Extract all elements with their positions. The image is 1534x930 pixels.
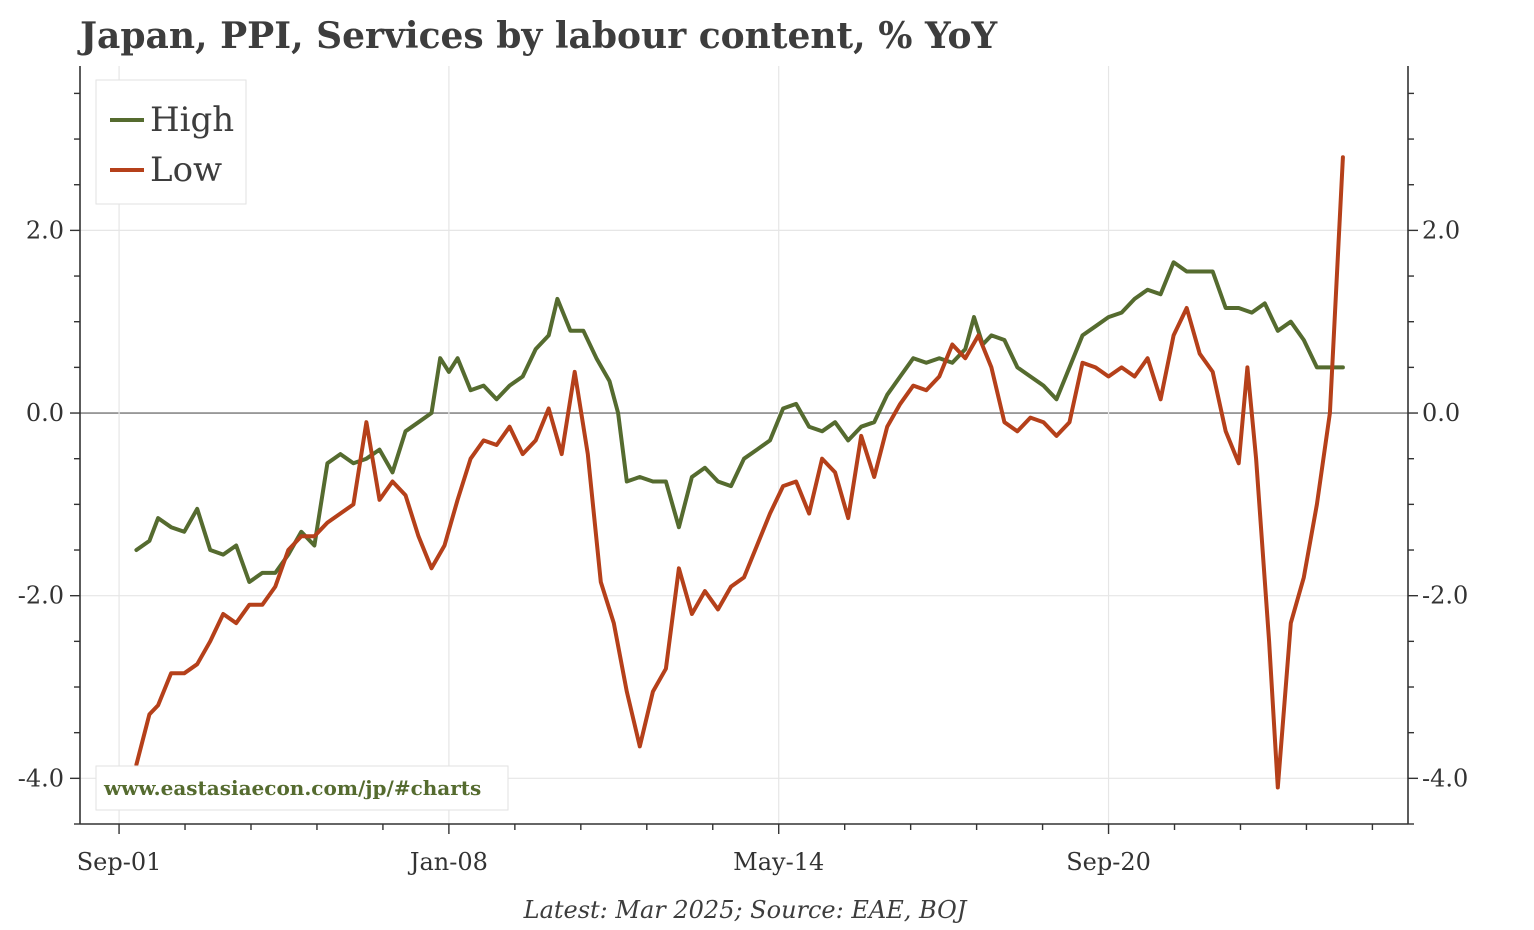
x-tick-label: Jan-08 — [407, 848, 488, 876]
series-lines — [134, 155, 1345, 790]
y-tick-label-left: -4.0 — [18, 764, 64, 792]
x-tick-label: Sep-01 — [77, 848, 162, 876]
tick-labels: 2.0 2.0 0.0 0.0 -2.0 -2.0 -4.0 -4.0 Sep-01 Jan-08… — [18, 216, 1469, 876]
chart-title: Japan, PPI, Services by labour content, … — [77, 15, 999, 57]
y-tick-label-left: 0.0 — [26, 399, 64, 427]
y-tick-label-right: -2.0 — [1422, 582, 1468, 610]
watermark: www.eastasiaecon.com/jp/#charts — [95, 765, 509, 811]
watermark-text: www.eastasiaecon.com/jp/#charts — [103, 776, 481, 800]
legend-label-low: Low — [150, 150, 222, 190]
y-tick-label-right: -4.0 — [1422, 764, 1468, 792]
chart-footer: Latest: Mar 2025; Source: EAE, BOJ — [523, 896, 968, 924]
y-tick-label-left: 2.0 — [26, 216, 64, 244]
y-tick-label-right: 2.0 — [1422, 216, 1460, 244]
legend-box — [95, 79, 247, 205]
x-tick-label: Sep-20 — [1066, 848, 1151, 876]
legend-label-high: High — [150, 100, 234, 140]
series-line-high — [134, 260, 1345, 584]
axes — [70, 66, 1418, 834]
grid — [80, 66, 1408, 824]
plot-area — [80, 66, 1408, 824]
watermark-box — [95, 765, 509, 811]
series-line-low — [134, 155, 1345, 790]
y-tick-label-right: 0.0 — [1422, 399, 1460, 427]
y-tick-label-left: -2.0 — [18, 582, 64, 610]
x-tick-label: May-14 — [733, 848, 824, 876]
legend: High Low — [95, 79, 247, 205]
